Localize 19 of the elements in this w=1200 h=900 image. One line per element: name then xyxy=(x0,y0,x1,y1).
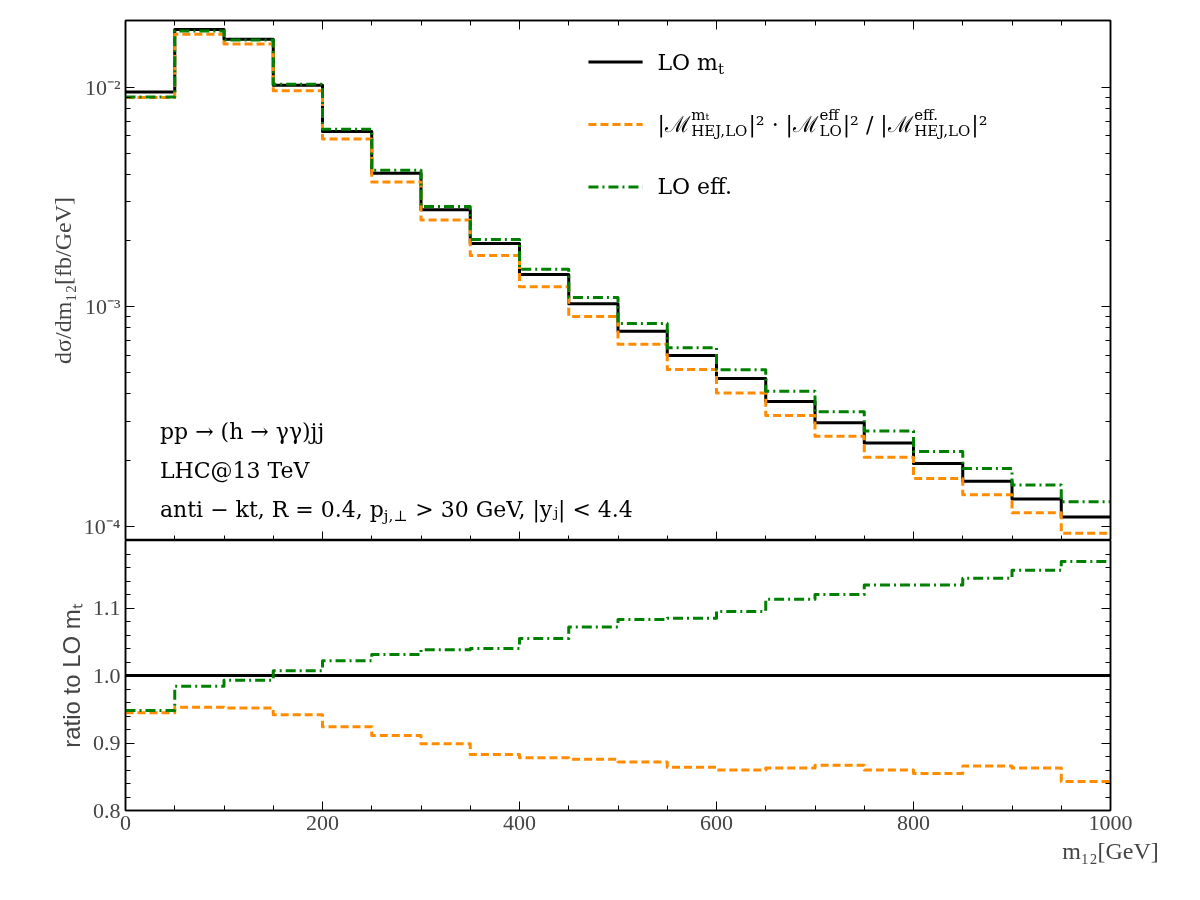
y-tick-label: 0.9 xyxy=(93,730,121,755)
legend-label: LO eff. xyxy=(657,174,732,200)
y-tick-label: 10⁻⁴ xyxy=(83,513,121,539)
annotation: LHC@13 TeV xyxy=(159,457,311,483)
x-tick-label: 0 xyxy=(120,809,131,835)
y-tick-label: 10⁻³ xyxy=(84,294,121,320)
y-tick-label: 10⁻² xyxy=(84,74,121,100)
x-tick-label: 200 xyxy=(306,809,339,835)
y-tick-label: 1.1 xyxy=(93,595,121,620)
x-tick-label: 600 xyxy=(700,809,733,835)
annotation: pp → (h → γγ)jj xyxy=(159,418,325,444)
x-tick-label: 800 xyxy=(897,809,930,835)
y-axis-title: dσ/dm₁₂[fb/GeV] xyxy=(49,197,76,364)
x-tick-label: 400 xyxy=(503,809,536,835)
y-tick-label: 1.0 xyxy=(93,662,121,688)
x-axis-title: m₁₂[GeV] xyxy=(1062,837,1159,864)
y-axis-title: ratio to LO mₜ xyxy=(58,603,85,748)
y-tick-label: 0.8 xyxy=(93,797,121,823)
x-tick-label: 1000 xyxy=(1088,809,1133,835)
